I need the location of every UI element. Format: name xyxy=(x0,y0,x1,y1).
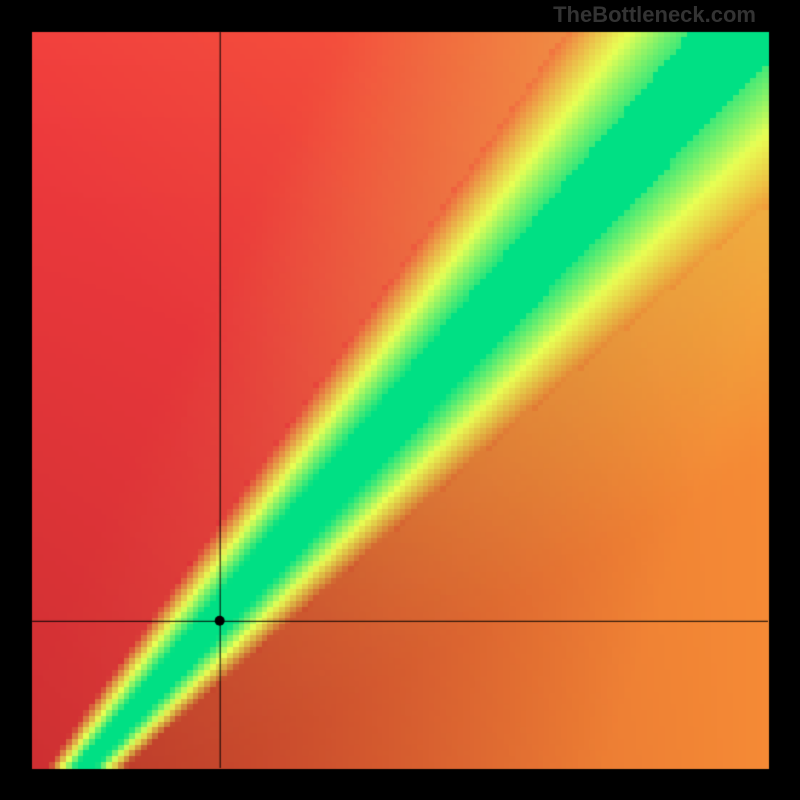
heatmap-canvas xyxy=(0,0,800,800)
chart-container: { "canvas": { "width": 800, "height": 80… xyxy=(0,0,800,800)
watermark-text: TheBottleneck.com xyxy=(553,2,756,28)
